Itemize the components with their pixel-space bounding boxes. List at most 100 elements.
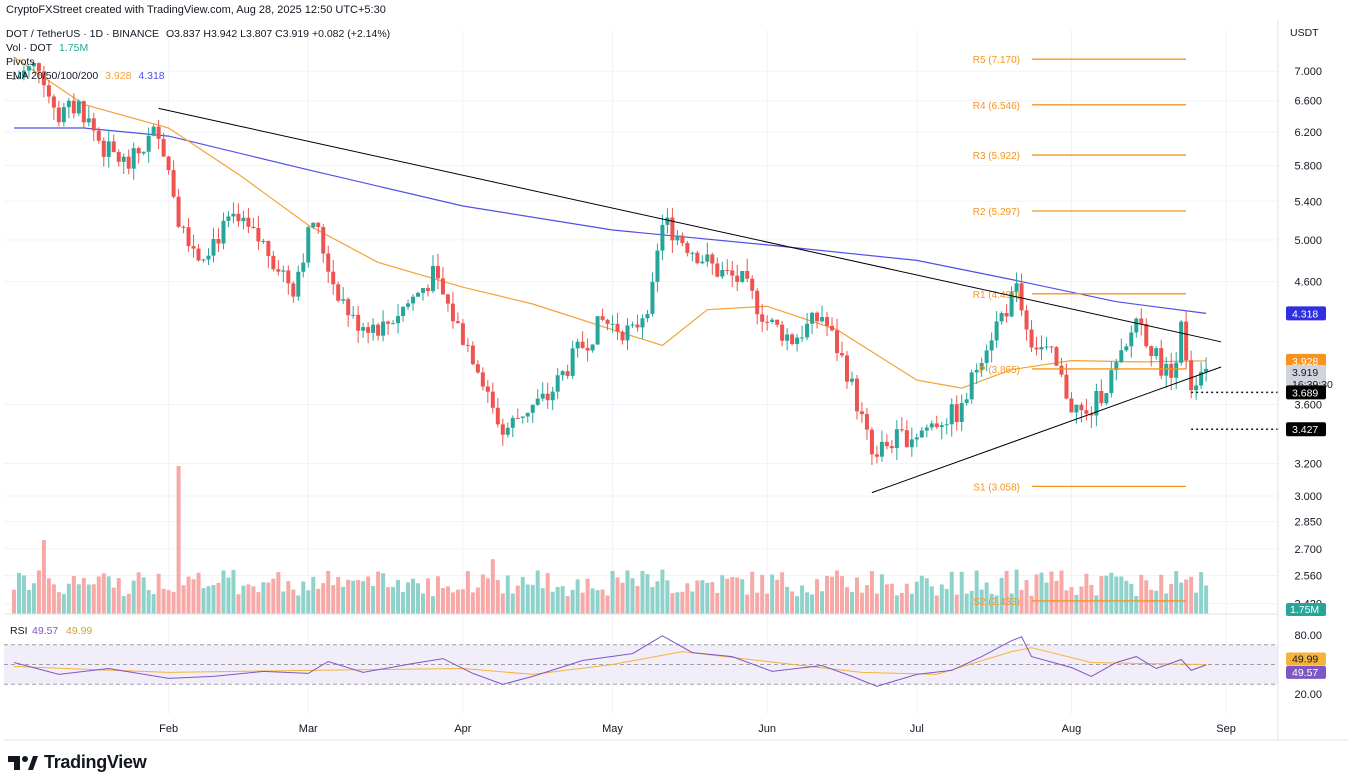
candle-body: [979, 362, 984, 370]
volume-bar: [1134, 595, 1139, 614]
candle-body: [810, 312, 815, 324]
volume-bar: [1184, 579, 1189, 614]
candle-body: [520, 416, 525, 418]
candle-body: [241, 217, 246, 222]
volume-bar: [331, 585, 336, 614]
volume-bar: [929, 586, 934, 614]
candle-body: [176, 196, 181, 227]
volume-bar: [630, 578, 635, 614]
candle-body: [665, 217, 670, 225]
price-tag-ema50: [1286, 353, 1326, 368]
candle-body: [1069, 398, 1074, 413]
volume-bar: [615, 577, 620, 614]
pivot-label: R4 (6.546): [973, 101, 1020, 112]
volume-bar: [216, 582, 221, 614]
volume-bar: [1004, 570, 1009, 614]
volume-bar: [775, 579, 780, 614]
candle-body: [1159, 348, 1164, 376]
volume-bar: [211, 585, 216, 614]
volume-bar: [700, 580, 705, 614]
volume-bar: [430, 596, 435, 614]
candle-body: [470, 345, 475, 365]
volume-bar: [386, 587, 391, 614]
volume-bar: [864, 585, 869, 614]
candle-body: [854, 378, 859, 412]
candle-body: [151, 126, 156, 136]
tradingview-logo[interactable]: TradingView: [8, 752, 147, 773]
candle-body: [76, 101, 81, 114]
candle-body: [620, 331, 625, 341]
candle-body: [196, 248, 201, 261]
candle-body: [1039, 346, 1044, 350]
candle-body: [710, 254, 715, 264]
volume-bar: [470, 592, 475, 614]
candle-body: [146, 135, 151, 152]
volume-bar: [361, 581, 366, 614]
volume-bar: [665, 580, 670, 614]
volume-bar: [241, 585, 246, 614]
volume-bar: [86, 584, 91, 614]
volume-bar: [979, 589, 984, 614]
candle-body: [954, 404, 959, 423]
volume-bar: [121, 596, 126, 614]
volume-bar: [1064, 590, 1069, 614]
candle-body: [725, 269, 730, 271]
candle-body: [216, 238, 221, 244]
candle-body: [301, 262, 306, 272]
volume-bar: [1109, 572, 1114, 614]
pivot-label: R2 (5.297): [973, 207, 1020, 218]
volume-bar: [186, 576, 191, 614]
ema-legend[interactable]: EMA 20/50/100/200 3.928 4.318: [6, 70, 169, 82]
candle-body: [924, 427, 929, 431]
volume-bar: [16, 572, 21, 614]
volume-bar: [490, 559, 495, 614]
candle-body: [1134, 318, 1139, 333]
candle-body: [111, 141, 116, 153]
price-tag-support: [1286, 422, 1326, 437]
candle-body: [565, 371, 570, 376]
volume-bar: [1009, 593, 1014, 614]
candle-body: [420, 288, 425, 293]
candle-body: [126, 156, 131, 169]
rsi-line: [13, 635, 1207, 687]
volume-bar: [949, 571, 954, 614]
ascending-trendline: [871, 366, 1222, 494]
volume-bar: [76, 584, 81, 614]
candle-body: [141, 151, 146, 154]
candle-body: [505, 427, 510, 435]
volume-bar: [974, 570, 979, 614]
candle-body: [879, 441, 884, 457]
candle-body: [685, 243, 690, 253]
candle-body: [605, 319, 610, 324]
candle-body: [61, 107, 66, 123]
volume-bar: [894, 595, 899, 614]
candle-body: [720, 269, 725, 277]
trendlines: [158, 107, 1278, 494]
volume-legend[interactable]: Vol · DOT 1.75M: [6, 42, 92, 54]
volume-bar: [640, 570, 645, 614]
candle-body: [326, 253, 331, 272]
candle-body: [874, 454, 879, 457]
candle-body: [1104, 393, 1109, 404]
candle-body: [36, 63, 41, 72]
currency-label[interactable]: USDT: [1290, 27, 1319, 39]
volume-bar: [575, 579, 580, 614]
symbol-legend[interactable]: DOT / TetherUS · 1D · BINANCE O3.837 H3.…: [6, 28, 394, 40]
volume-bar: [989, 593, 994, 614]
candle-body: [131, 148, 136, 169]
x-tick-label: Jul: [910, 723, 924, 735]
candle-body: [256, 228, 261, 242]
candle-body: [964, 399, 969, 403]
candle-body: [730, 270, 735, 276]
candle-body: [580, 341, 585, 348]
candle-body: [16, 76, 21, 79]
candle-body: [780, 324, 785, 341]
volume-bar: [720, 575, 725, 614]
volume-bar: [525, 584, 530, 614]
candle-body: [835, 330, 840, 354]
candle-body: [366, 327, 371, 333]
pivots-legend[interactable]: Pivots: [6, 56, 39, 68]
volume-bar: [795, 596, 800, 614]
candle-body: [640, 318, 645, 328]
